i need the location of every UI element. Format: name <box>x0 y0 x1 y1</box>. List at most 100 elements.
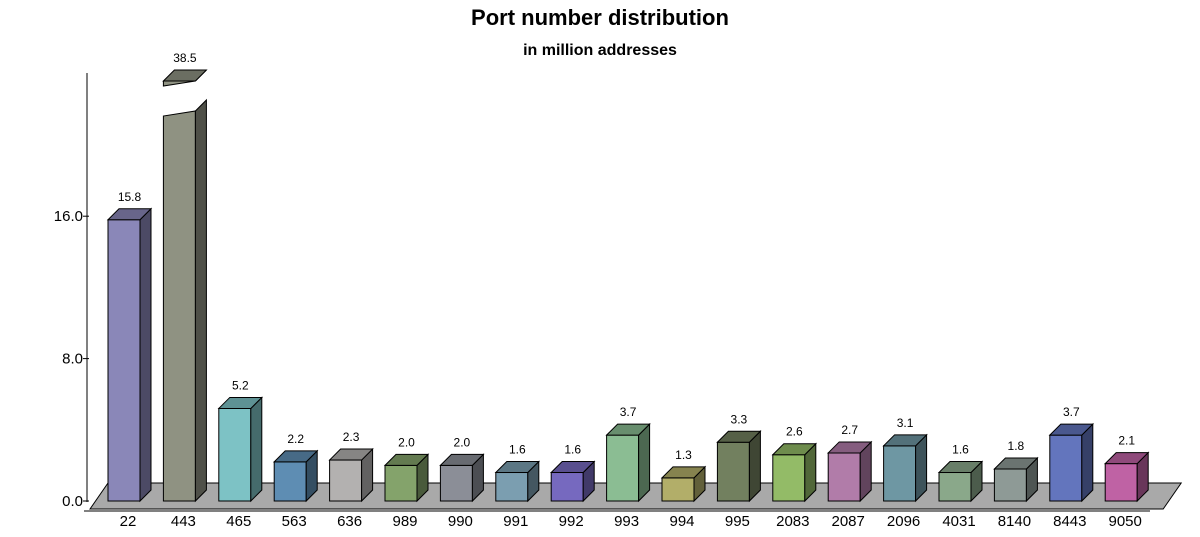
data-label: 38.5 <box>173 51 197 65</box>
bar-top <box>439 453 485 466</box>
bar-top <box>494 461 541 474</box>
bar-side <box>1081 422 1094 503</box>
bar-side <box>748 430 761 503</box>
chart-subtitle: in million addresses <box>523 42 677 59</box>
bar-top <box>937 461 984 474</box>
bar-636: 2.3 636 <box>328 430 374 530</box>
bar-top <box>549 461 596 474</box>
bar-front <box>329 459 363 502</box>
data-label: 1.3 <box>675 448 692 462</box>
data-label: 2.7 <box>841 423 858 437</box>
data-label: 15.8 <box>118 190 142 204</box>
x-tick-label: 994 <box>669 513 694 530</box>
chart-title: Port number distribution <box>471 5 729 30</box>
data-label: 3.7 <box>1063 405 1080 419</box>
data-label: 3.1 <box>897 416 914 430</box>
bar-top <box>826 441 873 454</box>
x-tick-label: 2096 <box>887 513 920 530</box>
x-tick-label: 990 <box>448 513 473 530</box>
x-tick-label: 993 <box>614 513 639 530</box>
data-label: 1.6 <box>952 443 969 457</box>
bar-top <box>217 396 264 409</box>
data-label: 2.6 <box>786 425 803 439</box>
x-tick-label: 2083 <box>776 513 809 530</box>
data-label: 3.7 <box>620 405 637 419</box>
bar-2087: 2.7 2087 <box>826 423 873 530</box>
bar-side <box>194 98 207 503</box>
bar-front <box>993 468 1027 502</box>
bar-9050: 2.1 9050 <box>1103 434 1150 530</box>
x-tick-label: 22 <box>120 513 137 530</box>
bar-front <box>1049 434 1083 502</box>
bar-front <box>107 219 141 502</box>
x-tick-label: 9050 <box>1109 513 1142 530</box>
bar-front <box>938 472 972 502</box>
data-label: 2.3 <box>343 430 360 444</box>
bar-front <box>883 445 917 502</box>
x-tick-label: 991 <box>503 513 528 530</box>
bar-front <box>218 407 252 502</box>
bar-443: 38.5 443 <box>162 51 208 530</box>
bar-22: 15.8 22 <box>106 190 153 530</box>
bar-8443: 3.7 8443 <box>1048 405 1095 530</box>
bar-front <box>550 472 584 502</box>
bar-top <box>1048 423 1095 436</box>
bar-top <box>272 450 319 463</box>
bar-front <box>384 464 418 502</box>
bar-465: 5.2 465 <box>217 378 264 530</box>
data-label: 5.2 <box>232 378 249 392</box>
bar-top <box>1103 452 1150 465</box>
x-tick-label: 563 <box>282 513 307 530</box>
x-tick-label: 465 <box>226 513 251 530</box>
bar-989: 2.0 989 <box>383 435 430 530</box>
bar-top <box>162 69 208 82</box>
bar-front <box>716 441 750 502</box>
x-tick-label: 2087 <box>832 513 865 530</box>
x-tick-label: 8443 <box>1053 513 1086 530</box>
bar-top <box>882 434 928 447</box>
x-tick-label: 989 <box>392 513 417 530</box>
x-tick-label: 992 <box>559 513 584 530</box>
bar-front <box>827 452 861 502</box>
bar-front <box>772 454 806 502</box>
bar-front <box>162 80 196 87</box>
bar-top <box>771 443 818 456</box>
x-tick-label: 995 <box>725 513 750 530</box>
data-label: 2.0 <box>454 435 471 449</box>
y-tick-label: 16.0 <box>54 208 83 225</box>
bar-front <box>661 477 695 502</box>
bar-8140: 1.8 8140 <box>993 439 1039 530</box>
bar-top <box>605 423 651 436</box>
data-label: 1.6 <box>509 443 526 457</box>
bar-front <box>606 434 640 502</box>
bar-992: 1.6 992 <box>549 443 596 530</box>
x-tick-label: 443 <box>171 513 196 530</box>
bar-990: 2.0 990 <box>439 435 485 530</box>
bar-front <box>439 464 473 502</box>
bar-top <box>328 448 374 461</box>
data-label: 2.2 <box>287 432 304 446</box>
bar-top <box>106 208 153 221</box>
x-tick-label: 4031 <box>942 513 975 530</box>
bar-side <box>638 422 651 503</box>
bar-994: 1.3 994 <box>660 448 707 530</box>
bar-front <box>495 472 529 502</box>
bar-side <box>139 207 152 503</box>
bar-4031: 1.6 4031 <box>937 443 984 530</box>
y-tick-label: 0.0 <box>62 493 83 510</box>
bar-995: 3.3 995 <box>716 412 762 530</box>
x-tick-label: 8140 <box>998 513 1031 530</box>
bar-top <box>993 457 1039 470</box>
data-label: 2.1 <box>1118 434 1135 448</box>
data-label: 2.0 <box>398 435 415 449</box>
bar-top <box>660 466 707 479</box>
bar-2083: 2.6 2083 <box>771 425 818 530</box>
bar-front <box>1104 463 1138 502</box>
data-label: 3.3 <box>731 412 748 426</box>
plot-area: 0.0 8.0 16.0 15.8 22 38.5 443 5.2 465 2.2 563 2.3 63… <box>54 51 1183 530</box>
bar-top <box>716 430 762 443</box>
data-label: 1.6 <box>564 443 581 457</box>
y-tick-label: 8.0 <box>62 351 83 368</box>
